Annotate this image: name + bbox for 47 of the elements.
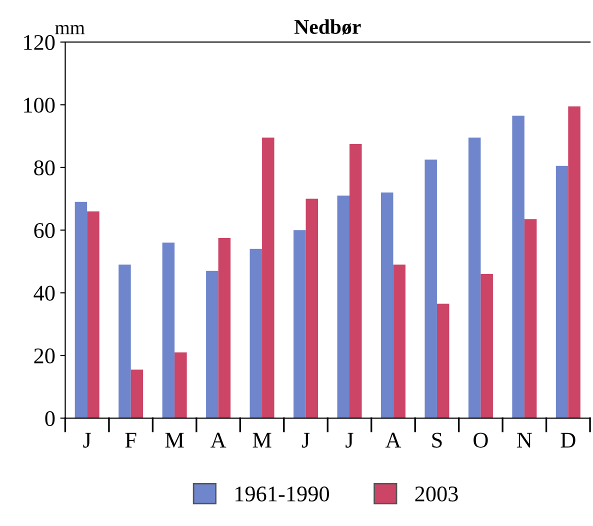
x-tick-label: O xyxy=(474,432,488,448)
bar xyxy=(74,202,88,418)
y-tick-label: 100 xyxy=(24,98,55,113)
bar xyxy=(468,138,481,418)
bar xyxy=(174,352,187,418)
bar xyxy=(568,106,580,418)
y-tick-label: 120 xyxy=(24,35,55,50)
bar xyxy=(306,198,318,418)
bar xyxy=(87,211,100,418)
bar xyxy=(218,238,231,418)
x-tick-label: A xyxy=(210,432,226,448)
bar xyxy=(393,264,406,418)
bar xyxy=(556,166,568,418)
x-tick-label: M xyxy=(165,432,184,448)
bar xyxy=(262,138,274,418)
x-tick-label: S xyxy=(432,432,442,448)
x-tick-label: J xyxy=(83,432,91,448)
bar xyxy=(380,192,394,418)
y-axis-title: mm xyxy=(55,25,85,34)
y-tick-label: 0 xyxy=(45,411,55,426)
x-tick-label: M xyxy=(252,432,272,448)
x-tick-label: D xyxy=(560,432,576,448)
x-tick-label: J xyxy=(346,432,354,448)
bar xyxy=(512,116,524,418)
bar xyxy=(130,370,144,418)
bar xyxy=(206,270,218,418)
bar xyxy=(436,304,450,418)
bar xyxy=(162,242,175,418)
x-tick-label: F xyxy=(125,432,136,448)
bar xyxy=(524,219,537,418)
x-tick-label: N xyxy=(517,432,532,448)
x-tick-label: J xyxy=(302,432,310,448)
bar xyxy=(337,196,350,418)
chart-title: Nedbør xyxy=(294,19,361,35)
bar xyxy=(350,144,362,418)
y-tick-label: 20 xyxy=(34,348,55,364)
legend-label: 2003 xyxy=(415,486,458,502)
y-tick-label: 80 xyxy=(34,160,55,176)
legend-label: 1961-1990 xyxy=(236,486,330,502)
bar xyxy=(480,274,493,418)
bar xyxy=(118,264,131,418)
x-tick-label: A xyxy=(385,432,402,448)
y-tick-label: 40 xyxy=(34,286,55,301)
bar xyxy=(424,160,437,418)
y-tick-label: 60 xyxy=(34,223,55,238)
bar xyxy=(294,230,306,418)
bar xyxy=(250,248,262,418)
